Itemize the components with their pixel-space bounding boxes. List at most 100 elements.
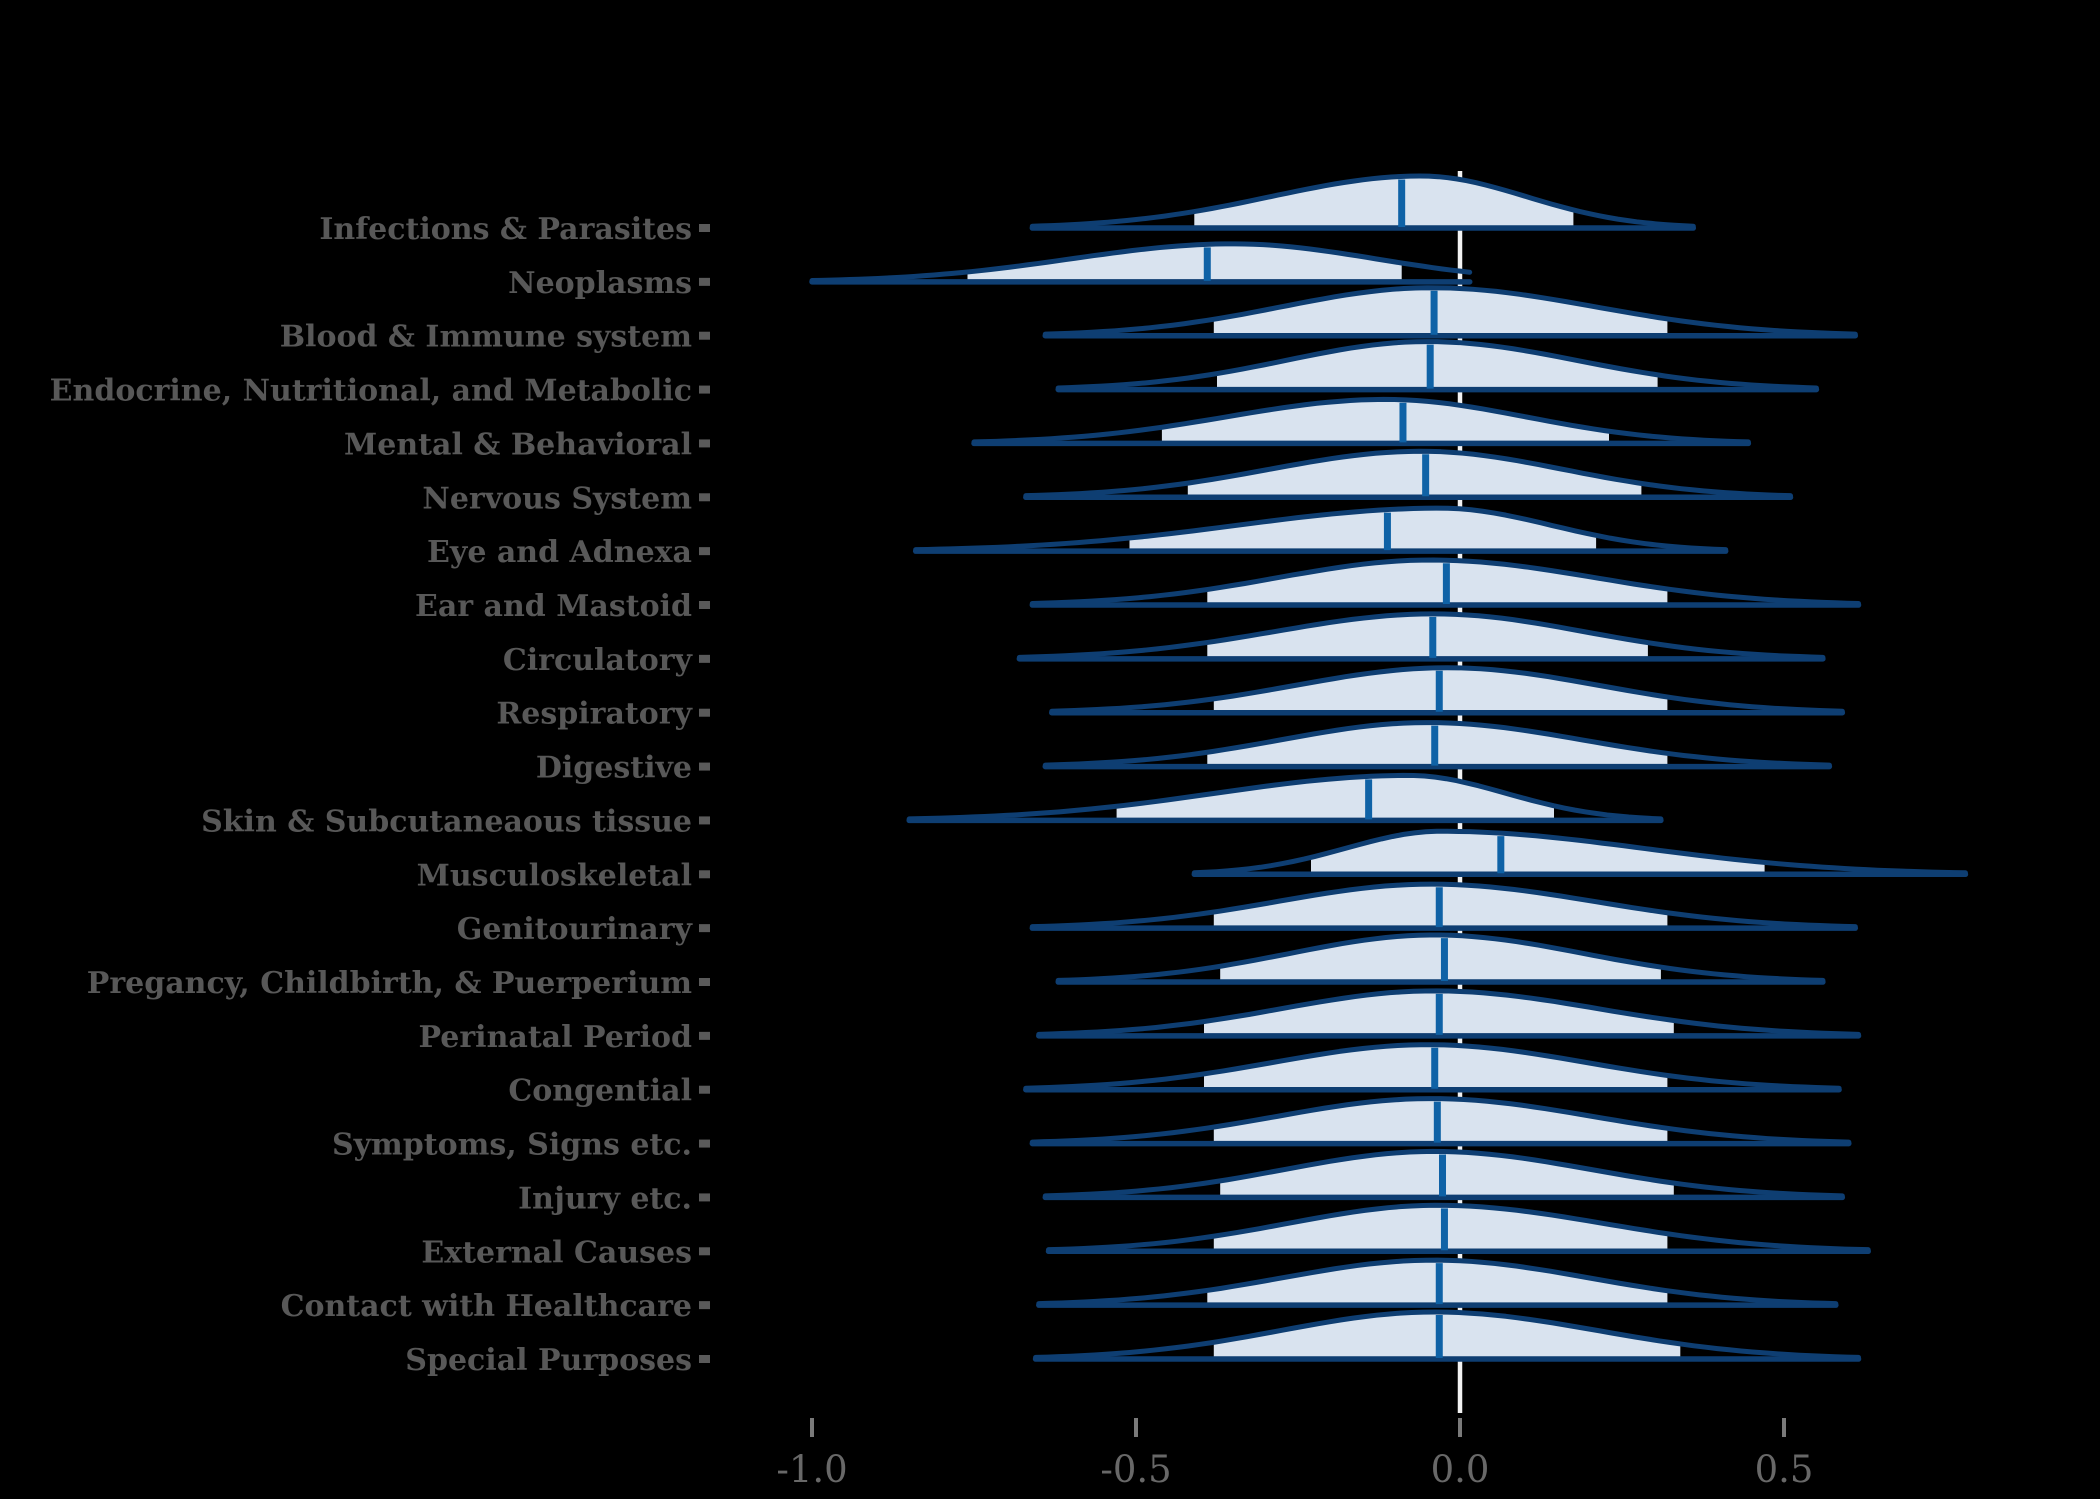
violin-row-respiratory xyxy=(1049,665,1846,716)
violin-row-endocrine-nutritional-and-metabolic xyxy=(1055,339,1820,393)
row-label: Ear and Mastoid xyxy=(415,589,692,624)
row-label: Nervous System xyxy=(422,481,692,516)
y-tick-square xyxy=(699,1139,710,1148)
row-label: Mental & Behavioral xyxy=(344,427,692,462)
violin-row-infections-parasites xyxy=(1029,173,1697,231)
row-label: Respiratory xyxy=(496,697,693,732)
violin-row-contact-with-healthcare xyxy=(1036,1257,1839,1308)
density-fill xyxy=(1116,775,1554,821)
density-outline xyxy=(1029,1096,1852,1145)
y-tick-square xyxy=(699,1193,710,1202)
density-outline xyxy=(1029,881,1858,930)
y-tick-square xyxy=(699,331,710,340)
row-label: Circulatory xyxy=(503,643,694,678)
y-tick-square xyxy=(699,816,710,825)
violin-row-skin-subcutaneaous-tissue xyxy=(906,772,1664,824)
row-label: Skin & Subcutaneaous tissue xyxy=(201,804,692,839)
density-fill xyxy=(967,243,1402,282)
x-tick-label: -1.0 xyxy=(776,1448,847,1491)
violin-row-blood-immune-system xyxy=(1042,285,1859,339)
density-outline xyxy=(1029,173,1696,229)
row-label: Contact with Healthcare xyxy=(281,1289,692,1324)
violin-row-genitourinary xyxy=(1029,881,1859,931)
y-tick-square xyxy=(699,1247,710,1256)
row-label: Perinatal Period xyxy=(419,1020,692,1055)
row-label: Infections & Parasites xyxy=(319,212,692,247)
row-label: Symptoms, Signs etc. xyxy=(332,1128,692,1163)
violin-row-neoplasms xyxy=(809,241,1473,285)
violin-row-eye-and-adnexa xyxy=(912,505,1729,554)
density-outline xyxy=(906,772,1664,822)
density-outline xyxy=(1029,557,1861,606)
density-outline xyxy=(1055,339,1819,391)
row-label: Congential xyxy=(508,1074,692,1109)
density-outline xyxy=(1023,1042,1842,1091)
row-label: External Causes xyxy=(421,1235,692,1270)
y-tick-square xyxy=(699,924,710,933)
density-fill xyxy=(1207,613,1648,659)
y-tick-square xyxy=(699,224,710,232)
row-label: Special Purposes xyxy=(405,1343,692,1378)
y-tick-square xyxy=(699,708,710,717)
density-outline xyxy=(913,505,1729,553)
y-tick-square xyxy=(699,870,710,879)
violin-row-digestive xyxy=(1042,720,1833,770)
violin-row-pregancy-childbirth-puerperium xyxy=(1055,932,1826,985)
density-fill xyxy=(1213,287,1668,336)
row-label: Endocrine, Nutritional, and Metabolic xyxy=(50,374,692,409)
y-tick-square xyxy=(699,277,710,286)
violin-row-special-purposes xyxy=(1032,1309,1862,1362)
y-tick-square xyxy=(699,385,710,394)
density-outline xyxy=(1036,1257,1839,1307)
x-tick-label: 0.0 xyxy=(1431,1448,1490,1491)
row-label: Blood & Immune system xyxy=(280,320,693,355)
violin-row-nervous-system xyxy=(1023,448,1794,501)
density-outline xyxy=(1042,720,1832,768)
x-tick-label: 0.5 xyxy=(1755,1448,1814,1491)
violin-row-ear-and-mastoid xyxy=(1029,557,1862,608)
density-outline xyxy=(1033,1309,1861,1360)
row-label: Pregancy, Childbirth, & Puerperium xyxy=(87,966,692,1001)
density-outline xyxy=(1049,665,1845,714)
violin-row-perinatal-period xyxy=(1036,988,1862,1039)
density-outline xyxy=(1046,1202,1871,1253)
row-label: Musculoskeletal xyxy=(417,858,692,893)
density-outline xyxy=(1016,611,1826,660)
density-outline xyxy=(1042,1148,1845,1199)
density-outline xyxy=(1042,285,1858,337)
violin-row-mental-behavioral xyxy=(971,396,1752,447)
density-fill xyxy=(1207,559,1668,605)
violin-row-external-causes xyxy=(1045,1202,1871,1255)
y-tick-square xyxy=(699,1301,710,1310)
x-tick-label: -0.5 xyxy=(1100,1448,1171,1491)
density-outline xyxy=(971,396,1751,445)
density-outline xyxy=(809,241,1473,284)
density-outline xyxy=(1191,828,1968,876)
row-label: Injury etc. xyxy=(518,1181,692,1216)
density-fill xyxy=(1220,934,1661,982)
y-tick-square xyxy=(699,1031,710,1040)
violin-row-injury-etc xyxy=(1042,1148,1846,1201)
violin-row-congential xyxy=(1023,1042,1842,1093)
y-tick-square xyxy=(699,439,710,448)
y-tick-square xyxy=(699,1085,710,1094)
y-tick-square xyxy=(699,654,710,663)
y-tick-square xyxy=(699,600,710,609)
density-outline xyxy=(1036,988,1861,1037)
y-tick-square xyxy=(699,762,710,771)
density-outline xyxy=(1023,448,1793,499)
density-fill xyxy=(1129,508,1597,552)
row-label: Neoplasms xyxy=(508,266,692,301)
violin-row-circulatory xyxy=(1016,611,1826,662)
violin-row-symptoms-signs-etc xyxy=(1029,1096,1852,1147)
density-fill xyxy=(1311,831,1765,875)
density-outline xyxy=(1055,932,1826,983)
row-label: Digestive xyxy=(536,751,692,786)
density-fill xyxy=(1213,1205,1668,1252)
row-label: Genitourinary xyxy=(457,912,694,947)
y-tick-square xyxy=(699,547,710,556)
y-tick-square xyxy=(699,493,710,502)
density-fill xyxy=(1194,176,1574,228)
